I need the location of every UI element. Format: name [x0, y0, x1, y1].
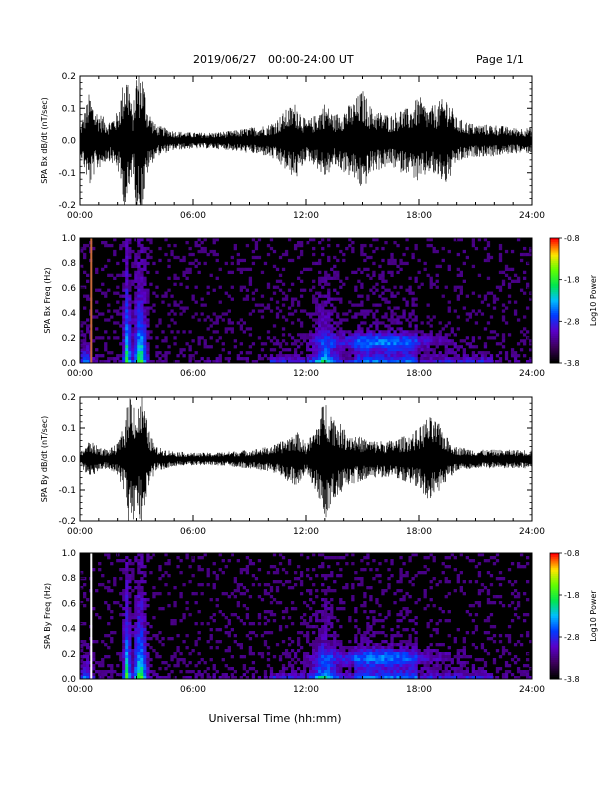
- y-tick-label: 0.2: [62, 72, 76, 82]
- x-tick-label: 24:00: [519, 211, 545, 221]
- colorbar: -0.8 -1.8 -2.8 -3.8 Log10 Power: [549, 549, 598, 684]
- x-tick-label: 18:00: [406, 369, 432, 379]
- x-tick-label: 12:00: [293, 685, 319, 695]
- x-tick-label: 12:00: [293, 527, 319, 537]
- y-tick-label: 0.1: [62, 104, 76, 114]
- y-axis-2: 0.2 0.1 0.0 -0.1 -0.2: [58, 393, 532, 527]
- colorbar-label: Log10 Power: [589, 590, 598, 642]
- y-tick-label: 1.0: [62, 234, 77, 244]
- x-tick-label: 18:00: [406, 685, 432, 695]
- colorbar: -0.8 -1.8 -2.8 -3.8 Log10 Power: [549, 234, 598, 368]
- x-tick-label: 12:00: [293, 369, 319, 379]
- y-axis-label: SPA By dB/dt (nT/sec): [40, 416, 49, 503]
- series-trace: [80, 397, 532, 521]
- y-axis-3: 1.0 0.8 0.6 0.4 0.2 0.0: [62, 549, 532, 685]
- x-tick-label: 06:00: [180, 527, 206, 537]
- y-tick-label: 0.8: [62, 574, 77, 584]
- colorbar-frame: [549, 552, 560, 680]
- y-tick-label: -0.1: [58, 486, 76, 496]
- x-tick-label: 18:00: [406, 527, 432, 537]
- colorbar-frame: [549, 237, 560, 364]
- y-axis-label: SPA Bx dB/dt (nT/sec): [40, 97, 49, 184]
- x-tick-label: 12:00: [293, 211, 319, 221]
- header-date: 2019/06/27: [193, 53, 257, 66]
- x-tick-label: 00:00: [67, 527, 93, 537]
- spectrogram-cells: [80, 238, 533, 364]
- y-tick-label: 0.2: [62, 334, 76, 344]
- x-axis-label: Universal Time (hh:mm): [209, 712, 342, 725]
- y-axis-1: 1.0 0.8 0.6 0.4 0.2 0.0: [62, 234, 532, 369]
- y-tick-label: -0.2: [58, 517, 76, 527]
- header-time-range: 00:00-24:00 UT: [268, 53, 354, 66]
- x-tick-label: 00:00: [67, 369, 93, 379]
- x-tick-label: 18:00: [406, 211, 432, 221]
- y-tick-label: 0.6: [62, 599, 77, 609]
- x-axis-2: 00:00 06:00 12:00 18:00 24:00: [67, 397, 545, 537]
- y-tick-label: 0.4: [62, 625, 77, 635]
- y-tick-label: 0.2: [62, 650, 76, 660]
- y-tick-label: 0.1: [62, 424, 76, 434]
- x-axis-3: 00:00 06:00 12:00 18:00 24:00: [67, 553, 545, 695]
- x-tick-label: 06:00: [180, 685, 206, 695]
- y-tick-label: -0.1: [58, 169, 76, 179]
- y-tick-label: 0.0: [62, 137, 77, 147]
- y-tick-label: 0.4: [62, 309, 77, 319]
- colorbar-tick-label: -1.8: [564, 591, 580, 600]
- x-tick-label: 06:00: [180, 369, 206, 379]
- y-axis-label: SPA Bx Freq (Hz): [43, 267, 52, 333]
- x-tick-label: 00:00: [67, 685, 93, 695]
- x-tick-label: 24:00: [519, 369, 545, 379]
- colorbar-tick-label: -3.8: [564, 359, 580, 368]
- y-axis-0: 0.2 0.1 0.0 -0.1 -0.2: [58, 72, 532, 211]
- colorbar-tick-label: -2.8: [564, 317, 580, 326]
- spectrogram-cells: [80, 553, 533, 680]
- colorbar-tick-label: -1.8: [564, 276, 580, 285]
- y-tick-label: 0.0: [62, 455, 77, 465]
- colorbar-tick-label: -3.8: [564, 675, 580, 684]
- series-trace: [80, 76, 532, 205]
- x-tick-label: 24:00: [519, 527, 545, 537]
- colorbar-tick-label: -2.8: [564, 633, 580, 642]
- y-tick-label: 0.0: [62, 359, 77, 369]
- y-tick-label: 0.0: [62, 675, 77, 685]
- x-tick-label: 24:00: [519, 685, 545, 695]
- page-number: Page 1/1: [476, 53, 524, 66]
- y-tick-label: -0.2: [58, 201, 76, 211]
- y-tick-label: 0.6: [62, 284, 77, 294]
- y-tick-label: 1.0: [62, 549, 77, 559]
- colorbar-tick-label: -0.8: [564, 549, 580, 558]
- y-tick-label: 0.2: [62, 393, 76, 403]
- x-axis-0: 00:00 06:00 12:00 18:00 24:00: [67, 76, 545, 221]
- x-tick-label: 00:00: [67, 211, 93, 221]
- colorbar-label: Log10 Power: [589, 274, 598, 326]
- y-axis-label: SPA By Freq (Hz): [43, 583, 52, 649]
- colorbar-tick-label: -0.8: [564, 234, 580, 243]
- x-tick-label: 06:00: [180, 211, 206, 221]
- y-tick-label: 0.8: [62, 259, 77, 269]
